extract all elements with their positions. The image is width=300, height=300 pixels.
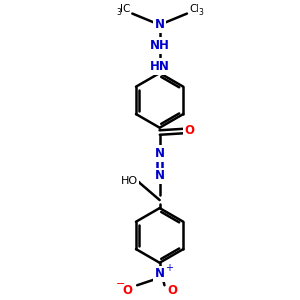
Text: HO: HO: [121, 176, 138, 186]
Text: O: O: [167, 284, 178, 297]
Text: +: +: [165, 262, 172, 273]
Text: N: N: [154, 169, 165, 182]
Text: O: O: [122, 284, 133, 297]
Text: C: C: [123, 4, 130, 14]
Text: 3: 3: [198, 8, 203, 17]
Text: N: N: [154, 268, 165, 281]
Text: H: H: [191, 4, 199, 14]
Text: N: N: [154, 18, 165, 31]
Text: N: N: [154, 147, 165, 160]
Text: O: O: [184, 124, 194, 137]
Text: HN: HN: [150, 60, 169, 73]
Text: C: C: [189, 4, 196, 14]
Text: NH: NH: [150, 39, 169, 52]
Text: H: H: [120, 4, 128, 14]
Text: 3: 3: [116, 8, 121, 17]
Text: −: −: [116, 279, 125, 289]
